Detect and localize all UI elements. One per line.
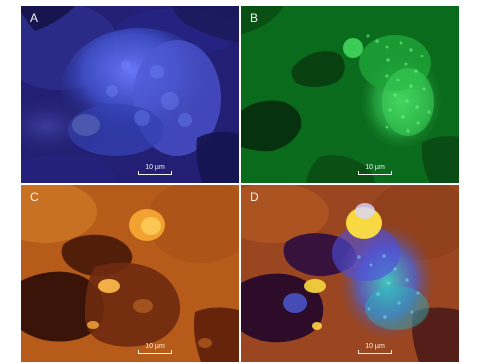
panel-d-scale-label: 10 µm: [365, 343, 385, 350]
panel-d-image: [241, 185, 459, 362]
panel-b-scale-label: 10 µm: [365, 164, 385, 171]
panel-b-scale-tick-left: [358, 171, 359, 175]
panel-c-orange-fluorescence-image: C 10 µm: [21, 185, 239, 362]
panel-a-scale-tick-right: [171, 171, 172, 175]
panel-c-scale-tick-right: [171, 350, 172, 354]
panel-b-label: B: [250, 11, 259, 25]
panel-a-scale-line: [138, 174, 172, 175]
panel-d-scale-tick-right: [391, 350, 392, 354]
panel-d-scale-tick-left: [358, 350, 359, 354]
panel-c-image: [21, 185, 239, 362]
panel-b-scale-tick-right: [391, 171, 392, 175]
panel-d-merged-fluorescence-image: D 10 µm: [241, 185, 459, 362]
panel-c-scale-bar: 10 µm: [138, 343, 172, 356]
panel-a-scale-bar: 10 µm: [138, 164, 172, 177]
panel-b-green-fluorescence-image: B 10 µm: [241, 6, 459, 183]
panel-d-label: D: [250, 190, 259, 204]
panel-c-label: C: [30, 190, 39, 204]
panel-a-scale-label: 10 µm: [145, 164, 165, 171]
panel-c-scale-label: 10 µm: [145, 343, 165, 350]
panel-a-scale-tick-left: [138, 171, 139, 175]
panel-a-blue-fluorescence-image: A 10 µm: [21, 6, 239, 183]
panel-b-scale-bar: 10 µm: [358, 164, 392, 177]
panel-d-scale-bar: 10 µm: [358, 343, 392, 356]
panel-b-image: [241, 6, 459, 183]
panel-c-scale-tick-left: [138, 350, 139, 354]
panel-a-label: A: [30, 11, 39, 25]
panel-a-image: [21, 6, 239, 183]
panel-b-scale-line: [358, 174, 392, 175]
panel-c-scale-line: [138, 353, 172, 354]
panel-d-scale-line: [358, 353, 392, 354]
